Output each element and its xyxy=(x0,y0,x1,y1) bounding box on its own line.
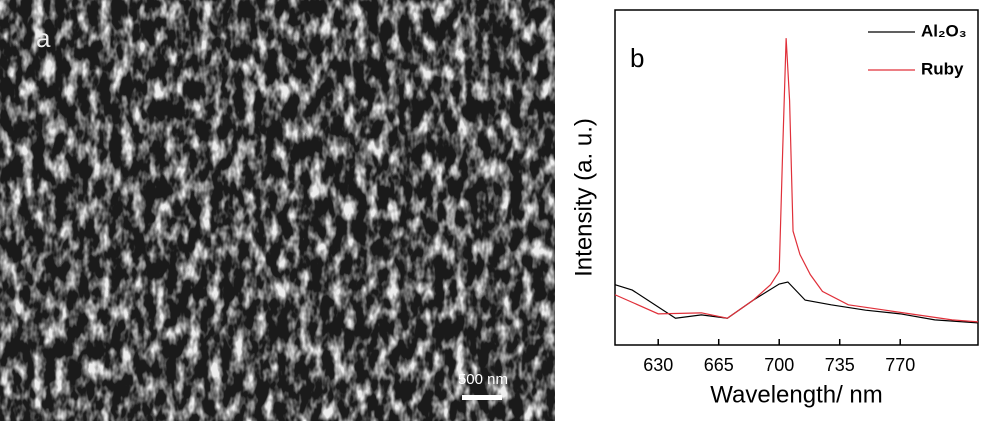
scale-bar-label: 500 nm xyxy=(458,371,508,388)
x-tick-label: 665 xyxy=(704,355,734,375)
legend-label: Al₂O₃ xyxy=(921,21,967,40)
x-tick-label: 630 xyxy=(643,355,673,375)
x-tick-label: 770 xyxy=(885,355,915,375)
x-axis-label: Wavelength/ nm xyxy=(710,381,883,408)
series-line xyxy=(614,38,979,323)
x-tick-label: 700 xyxy=(764,355,794,375)
panel-label: a xyxy=(36,23,51,53)
y-axis-label: Intensity (a. u.) xyxy=(570,118,597,277)
x-tick-label: 735 xyxy=(825,355,855,375)
panel-label: b xyxy=(630,43,644,73)
plot-frame xyxy=(614,9,979,346)
sem-texture xyxy=(0,0,555,421)
series-line xyxy=(614,281,979,324)
scale-bar xyxy=(462,395,502,400)
legend-label: Ruby xyxy=(921,59,964,78)
